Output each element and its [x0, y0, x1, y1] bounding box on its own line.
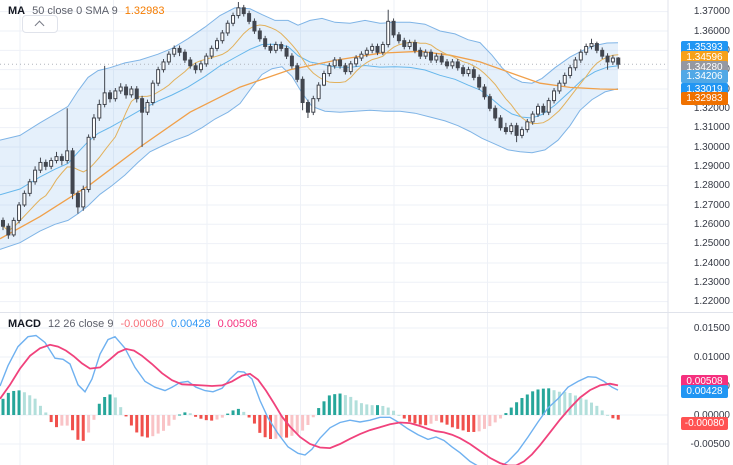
macd-scale[interactable]: 0.015000.010000.005000.00000-0.005000.00…: [668, 313, 733, 465]
ma-legend-params: 50 close 0 SMA 9: [32, 5, 118, 17]
collapse-legend-button[interactable]: [22, 15, 58, 33]
macd-line: [0, 334, 619, 465]
chevron-up-icon: [34, 20, 45, 31]
macd-axis-tick: -0.00500: [690, 438, 730, 450]
price-axis-badge: 1.34206: [681, 70, 728, 83]
price-pane[interactable]: [0, 0, 668, 312]
macd-legend-params: 12 26 close 9: [48, 318, 114, 330]
price-axis-tick: 1.23000: [693, 276, 730, 288]
price-axis-tick: 1.32000: [693, 102, 730, 114]
macd-axis-badge: -0.00080: [681, 416, 728, 430]
price-axis-tick: 1.26000: [693, 218, 730, 230]
price-scale[interactable]: 1.370001.360001.350001.340001.330001.320…: [668, 0, 733, 312]
macd-legend-title: MACD: [8, 318, 41, 330]
macd-legend-hist-value: -0.00080: [120, 318, 164, 330]
price-axis-tick: 1.24000: [693, 257, 730, 269]
macd-axis-tick: 0.00000: [693, 409, 730, 421]
macd-indicator-legend[interactable]: MACD 12 26 close 9 -0.00080 0.00428 0.00…: [8, 317, 257, 331]
ma-legend-value: 1.32983: [124, 5, 165, 17]
price-axis-tick: 1.27000: [693, 199, 730, 211]
price-axis-tick: 1.29000: [693, 160, 730, 172]
price-axis-tick: 1.31000: [693, 122, 730, 134]
macd-axis-badge: 0.00428: [681, 384, 728, 398]
macd-axis-tick: 0.01000: [693, 351, 730, 363]
price-axis-tick: 1.22000: [693, 296, 730, 308]
price-axis-tick: 1.30000: [693, 141, 730, 153]
ma-indicator-legend[interactable]: MA 50 close 0 SMA 9 1.32983: [8, 4, 164, 18]
candlestick-series: [1, 2, 621, 239]
price-axis-badge: 1.35393: [681, 40, 728, 54]
macd-pane[interactable]: [0, 313, 668, 465]
macd-axis-badge: 0.00508: [681, 374, 728, 388]
macd-axis-tick: 0.01500: [693, 322, 730, 334]
macd-legend-signal-value: 0.00508: [217, 318, 258, 330]
price-axis-tick: 1.37000: [693, 6, 730, 18]
price-axis-tick: 1.25000: [693, 238, 730, 250]
ma-legend-title: MA: [8, 5, 26, 17]
macd-histogram: [1, 388, 620, 441]
pane-divider[interactable]: [0, 312, 733, 313]
macd-signal-line: [0, 343, 619, 465]
price-axis-badge: 1.32983: [681, 92, 728, 105]
price-axis-tick: 1.36000: [693, 25, 730, 37]
price-axis-tick: 1.28000: [693, 180, 730, 192]
macd-legend-macd-value: 0.00428: [170, 318, 211, 330]
